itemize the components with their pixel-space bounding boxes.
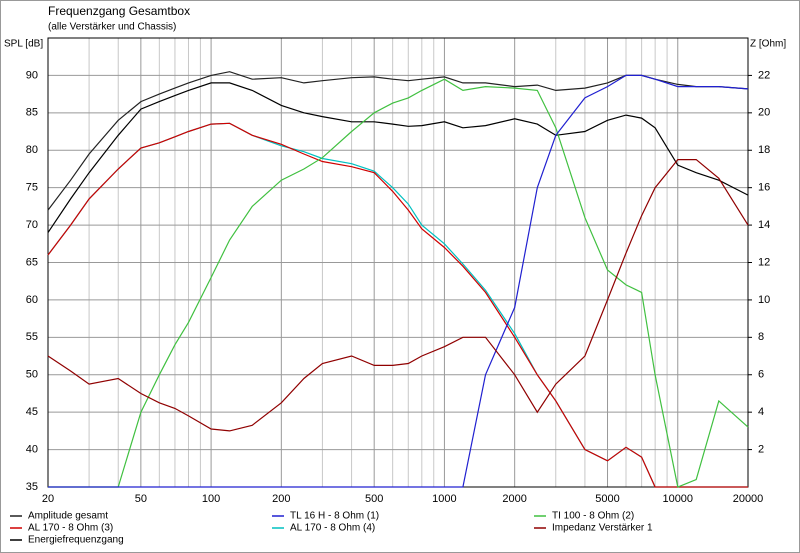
y-tick-label: 90: [26, 69, 38, 81]
y-tick-label: 55: [26, 331, 38, 343]
y-tick-label: 85: [26, 107, 38, 119]
x-tick-label: 10000: [662, 493, 693, 505]
legend-label: TI 100 - 8 Ohm (2): [552, 511, 634, 522]
chart-subtitle: (alle Verstärker und Chassis): [48, 22, 176, 33]
y2-axis-label: Z [Ohm]: [750, 39, 786, 50]
y-axis-label: SPL [dB]: [4, 39, 43, 50]
y-tick-label: 50: [26, 369, 38, 381]
legend-label: Impedanz Verstärker 1: [552, 523, 653, 534]
series-line: [48, 78, 749, 488]
y2-tick-label: 16: [758, 182, 770, 194]
x-tick-label: 2000: [502, 493, 526, 505]
y2-tick-label: 20: [758, 107, 770, 119]
x-tick-label: 5000: [595, 493, 619, 505]
x-tick-label: 200: [272, 493, 290, 505]
x-tick-label: 20000: [733, 493, 764, 505]
y2-tick-label: 4: [758, 406, 764, 418]
x-tick-label: 100: [202, 493, 220, 505]
x-tick-label: 20: [42, 493, 54, 505]
y2-tick-label: 18: [758, 144, 770, 156]
y-tick-label: 45: [26, 406, 38, 418]
y-tick-label: 40: [26, 443, 38, 455]
y-tick-label: 35: [26, 481, 38, 493]
series-line: [47, 159, 749, 432]
y2-tick-label: 10: [758, 294, 770, 306]
legend-label: AL 170 - 8 Ohm (4): [290, 523, 375, 534]
x-tick-label: 1000: [432, 493, 456, 505]
y2-tick-label: 6: [758, 369, 764, 381]
legend-label: TL 16 H - 8 Ohm (1): [290, 511, 379, 522]
x-tick-label: 50: [135, 493, 147, 505]
y-tick-label: 80: [26, 144, 38, 156]
y-tick-label: 65: [26, 256, 38, 268]
y2-tick-label: 8: [758, 331, 764, 343]
y-tick-label: 75: [26, 182, 38, 194]
series-line: [47, 82, 749, 233]
legend-label: AL 170 - 8 Ohm (3): [28, 523, 113, 534]
y2-tick-label: 12: [758, 256, 770, 268]
y-tick-label: 60: [26, 294, 38, 306]
y2-tick-label: 2: [758, 443, 764, 455]
x-tick-label: 500: [365, 493, 383, 505]
chart-title: Frequenzgang Gesamtbox: [48, 4, 190, 18]
y2-tick-label: 14: [758, 219, 770, 231]
series-line: [47, 122, 748, 488]
y2-tick-label: 22: [758, 69, 770, 81]
y-tick-label: 70: [26, 219, 38, 231]
legend-label: Amplitude gesamt: [28, 511, 108, 522]
series-line: [48, 74, 749, 488]
legend-label: Energiefrequenzgang: [28, 535, 124, 546]
